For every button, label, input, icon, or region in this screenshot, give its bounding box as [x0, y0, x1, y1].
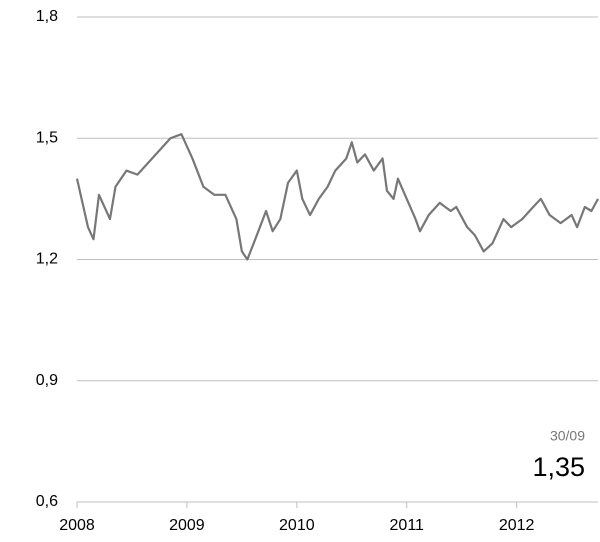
y-tick-label: 0,6 — [36, 493, 58, 510]
y-tick-label: 1,2 — [36, 251, 58, 268]
y-tick-label: 0,9 — [36, 372, 58, 389]
line — [75, 133, 599, 261]
end-date: 30/09 — [550, 428, 585, 444]
y-tick-label: 1,8 — [36, 8, 58, 25]
x-tick-label: 2009 — [169, 517, 205, 534]
end-value: 1,35 — [532, 452, 585, 482]
y-tick-label: 1,5 — [36, 129, 58, 146]
x-tick-label: 2008 — [59, 517, 95, 534]
x-tick-label: 2011 — [390, 517, 425, 534]
x-tick-label: 2012 — [499, 517, 535, 534]
x-tick-label: 2010 — [279, 517, 315, 534]
